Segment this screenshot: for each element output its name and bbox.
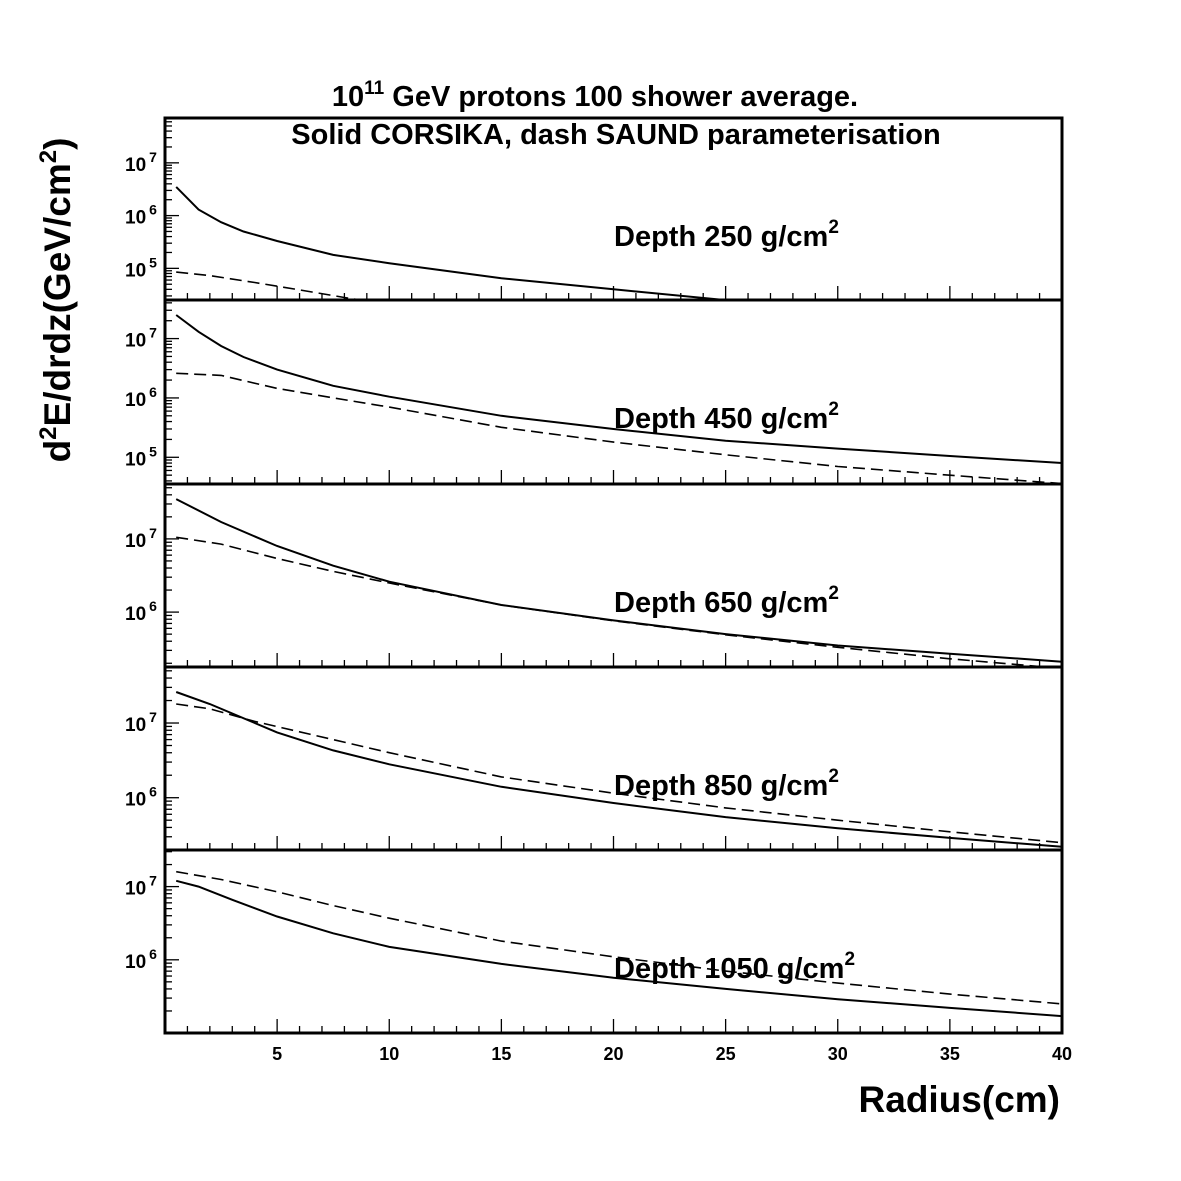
- x-tick-label: 15: [491, 1044, 511, 1064]
- y-tick-base: 10: [125, 390, 146, 411]
- corsika-line: [175, 186, 740, 300]
- y-tick-base: 10: [125, 331, 146, 352]
- depth-label-superscript: 2: [828, 217, 839, 238]
- depth-label-text: Depth 250 g/cm: [614, 221, 828, 253]
- y-tick-label: 10 5: [125, 254, 157, 281]
- y-axis-title-pre: d: [37, 440, 78, 463]
- depth-label-superscript: 2: [828, 766, 839, 787]
- y-tick-label: 10 6: [125, 784, 157, 811]
- depth-label-text: Depth 450 g/cm: [614, 403, 828, 435]
- depth-label-superscript: 2: [844, 949, 855, 970]
- chart-title-line1: 1011 GeV protons 100 shower average.: [332, 78, 858, 113]
- x-tick-label: 35: [940, 1044, 960, 1064]
- saund-line: [176, 703, 1062, 844]
- y-tick-label: 10 6: [125, 384, 157, 411]
- y-tick-exponent: 6: [149, 946, 157, 962]
- y-tick-label: 10 7: [125, 873, 157, 900]
- y-tick-base: 10: [125, 604, 146, 625]
- x-tick-label: 5: [272, 1044, 282, 1064]
- title-rest: GeV protons 100 shower average.: [384, 81, 858, 113]
- depth-label-superscript: 2: [828, 399, 839, 420]
- y-tick-label: 10 7: [125, 149, 157, 176]
- panel-frame: [163, 482, 1064, 669]
- y-axis-title-mid: E/drdz(GeV/cm: [37, 163, 78, 426]
- saund-line: [176, 536, 1056, 667]
- y-tick-exponent: 7: [149, 525, 157, 541]
- depth-label: Depth 450 g/cm2: [614, 399, 839, 435]
- corsika-line: [175, 691, 1062, 848]
- x-tick-label: 25: [716, 1044, 736, 1064]
- saund-line: [176, 271, 366, 300]
- x-tick-label: 20: [603, 1044, 623, 1064]
- chart-title-line2: Solid CORSIKA, dash SAUND parameterisati…: [291, 119, 940, 151]
- y-tick-label: 10 7: [125, 525, 157, 552]
- title-base: 10: [332, 81, 364, 113]
- y-tick-base: 10: [125, 952, 146, 973]
- y-tick-base: 10: [125, 715, 146, 736]
- title-exponent: 11: [364, 78, 385, 99]
- y-axis-title-sup2: 2: [35, 150, 62, 163]
- y-tick-exponent: 6: [149, 202, 157, 218]
- panel-frame: [163, 665, 1064, 852]
- y-tick-base: 10: [125, 260, 146, 281]
- y-axis-title-post: ): [37, 138, 78, 150]
- y-tick-label: 10 6: [125, 202, 157, 229]
- y-tick-exponent: 6: [149, 384, 157, 400]
- y-axis-title-sup1: 2: [35, 426, 62, 439]
- corsika-line: [175, 498, 1062, 663]
- corsika-line: [175, 314, 1062, 464]
- depth-label: Depth 250 g/cm2: [614, 217, 839, 253]
- y-tick-base: 10: [125, 155, 146, 176]
- depth-label: Depth 650 g/cm2: [614, 583, 839, 619]
- y-tick-base: 10: [125, 790, 146, 811]
- depth-label: Depth 850 g/cm2: [614, 766, 839, 802]
- y-tick-base: 10: [125, 208, 146, 229]
- saund-line: [176, 870, 1062, 1005]
- depth-label-text: Depth 850 g/cm: [614, 770, 828, 802]
- y-tick-exponent: 5: [149, 443, 157, 459]
- x-tick-label: 40: [1052, 1044, 1072, 1064]
- panel-frame: [163, 298, 1064, 486]
- y-tick-exponent: 7: [149, 873, 157, 889]
- saund-line: [176, 372, 1062, 484]
- y-tick-label: 10 7: [125, 325, 157, 352]
- y-tick-exponent: 7: [149, 709, 157, 725]
- x-tick-label: 10: [379, 1044, 399, 1064]
- y-tick-exponent: 6: [149, 784, 157, 800]
- x-axis-title: Radius(cm): [859, 1079, 1060, 1120]
- y-tick-label: 10 7: [125, 709, 157, 736]
- y-tick-base: 10: [125, 449, 146, 470]
- y-tick-exponent: 7: [149, 325, 157, 341]
- y-tick-base: 10: [125, 879, 146, 900]
- y-tick-exponent: 6: [149, 598, 157, 614]
- x-tick-label: 30: [828, 1044, 848, 1064]
- corsika-line: [175, 879, 1062, 1018]
- depth-label-superscript: 2: [828, 583, 839, 604]
- depth-label-text: Depth 650 g/cm: [614, 587, 828, 619]
- y-tick-exponent: 5: [149, 254, 157, 270]
- y-axis-title: d2E/drdz(GeV/cm2): [35, 138, 78, 463]
- y-tick-label: 10 5: [125, 443, 157, 470]
- depth-label-text: Depth 1050 g/cm: [614, 953, 844, 985]
- depth-label: Depth 1050 g/cm2: [614, 949, 855, 985]
- y-tick-label: 10 6: [125, 946, 157, 973]
- y-tick-exponent: 7: [149, 149, 157, 165]
- y-tick-label: 10 6: [125, 598, 157, 625]
- y-tick-base: 10: [125, 531, 146, 552]
